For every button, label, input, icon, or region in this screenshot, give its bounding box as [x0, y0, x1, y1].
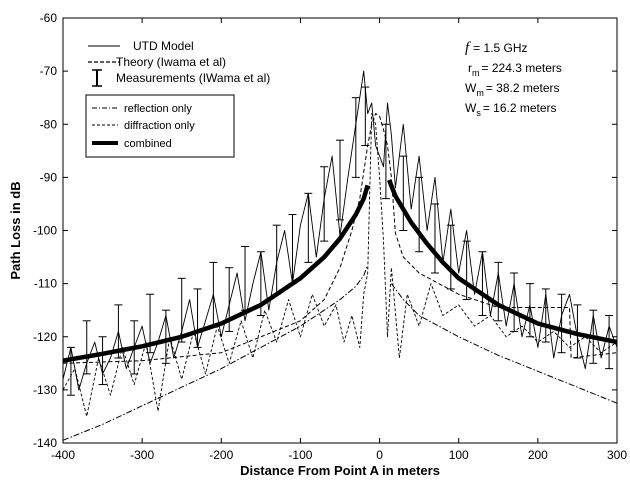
measurement-errorbar-19 [361, 86, 370, 146]
measurement-errorbar-31 [557, 293, 566, 354]
legend-label-utd-model: UTD Model [133, 39, 194, 53]
x-tick-label-7: 300 [607, 448, 627, 462]
measurement-errorbar-9 [209, 261, 218, 327]
measurement-errorbar-27 [494, 261, 503, 322]
y-tick-label-5: -110 [34, 277, 57, 291]
measurement-errorbar-4 [130, 320, 139, 375]
parameter-block: f = 1.5 GHz rm = 224.3 meters Wm = 38.2 met… [465, 40, 562, 118]
y-tick-label-2: -80 [40, 117, 58, 131]
measurement-errorbar-6 [161, 309, 170, 364]
legend-label-reflection: reflection only [124, 103, 192, 115]
x-tick-label-0: -400 [51, 448, 75, 462]
param-ws: Ws = 16.2 meters [465, 101, 557, 118]
measurement-errorbar-15 [304, 192, 313, 263]
measurement-errorbar-12 [256, 251, 265, 316]
legend-label-diffraction: diffraction only [124, 120, 195, 132]
legend-label-measurements: Measurements (IWama et al) [116, 71, 270, 85]
y-axis-title: Path Loss in dB [8, 181, 23, 279]
y-tick-label-0: -60 [40, 11, 58, 25]
legend-swatch-measurements [92, 69, 102, 87]
x-tick-label-5: 100 [449, 448, 469, 462]
measurement-errorbar-28 [510, 272, 519, 332]
y-tick-label-1: -70 [40, 64, 58, 78]
series-diffraction-only-segment-0 [63, 113, 617, 364]
y-tick-label-7: -130 [33, 383, 57, 397]
measurement-errorbar-0 [66, 346, 75, 396]
measurement-errorbar-17 [336, 139, 344, 221]
measurement-errorbar-33 [589, 309, 598, 364]
legend-top: UTD Model Theory (Iwama et al) Measureme… [88, 39, 270, 87]
measurement-errorbar-29 [525, 283, 534, 338]
measurement-errorbar-32 [573, 304, 582, 359]
measurement-errorbars [66, 86, 614, 396]
legend-inner-box [85, 94, 235, 158]
measurement-errorbar-1 [82, 320, 91, 375]
measurement-errorbar-8 [193, 288, 202, 348]
measurement-errorbar-11 [241, 245, 250, 311]
measurement-errorbar-13 [272, 224, 281, 295]
x-tick-label-3: -100 [288, 448, 312, 462]
measurement-errorbar-16 [320, 166, 329, 242]
y-tick-label-4: -100 [33, 224, 57, 238]
param-rm: rm = 224.3 meters [468, 61, 562, 78]
series-reflection-only-segment-0 [63, 264, 369, 441]
x-tick-label-1: -300 [130, 448, 154, 462]
axis-ticks: -400 -300 -200 -100 0 100 200 300 -60 -70 -80 -90 -1… [33, 11, 627, 462]
measurement-errorbar-22 [415, 176, 424, 253]
measurement-errorbar-14 [288, 214, 297, 285]
legend-inner: reflection only diffraction only combine… [85, 94, 235, 158]
measurement-errorbar-25 [462, 240, 471, 301]
measurement-errorbar-2 [98, 336, 107, 386]
measurement-errorbar-10 [225, 267, 234, 332]
y-tick-label-6: -120 [33, 330, 57, 344]
measurement-errorbar-18 [351, 97, 360, 178]
series-reflection-only-segment-1 [390, 283, 617, 404]
measurement-errorbar-3 [114, 304, 123, 359]
measurement-errorbar-30 [541, 288, 550, 343]
series-combined-segment-0 [63, 184, 370, 363]
measurement-errorbar-20 [381, 123, 390, 200]
measurement-errorbar-24 [446, 224, 455, 290]
x-axis-title: Distance From Point A in meters [240, 463, 440, 478]
measurement-errorbar-23 [430, 203, 439, 274]
x-tick-label-2: -200 [209, 448, 233, 462]
measurement-errorbar-5 [146, 293, 155, 354]
x-tick-label-4: 0 [376, 448, 383, 462]
measurement-errorbar-26 [478, 251, 487, 316]
measurement-errorbar-7 [177, 277, 186, 343]
legend-label-combined: combined [124, 138, 172, 150]
legend-label-theory: Theory (Iwama et al) [116, 55, 226, 69]
measurement-errorbar-34 [605, 315, 614, 370]
param-wm: Wm = 38.2 meters [465, 81, 560, 98]
param-frequency: f = 1.5 GHz [465, 40, 528, 56]
x-tick-label-6: 200 [528, 448, 548, 462]
measurement-errorbar-21 [399, 155, 408, 231]
y-tick-label-8: -140 [33, 436, 57, 450]
y-tick-label-3: -90 [40, 170, 58, 184]
